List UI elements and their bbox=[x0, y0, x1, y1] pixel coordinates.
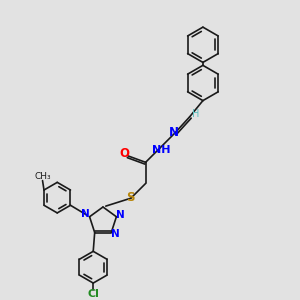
Text: NH: NH bbox=[152, 145, 170, 155]
Text: H: H bbox=[192, 109, 199, 119]
Text: O: O bbox=[119, 147, 129, 160]
Text: CH₃: CH₃ bbox=[34, 172, 51, 181]
Text: N: N bbox=[116, 210, 125, 220]
Text: N: N bbox=[81, 209, 90, 219]
Text: N: N bbox=[169, 126, 178, 140]
Text: Cl: Cl bbox=[87, 289, 99, 299]
Text: S: S bbox=[126, 191, 135, 204]
Text: N: N bbox=[111, 229, 120, 239]
